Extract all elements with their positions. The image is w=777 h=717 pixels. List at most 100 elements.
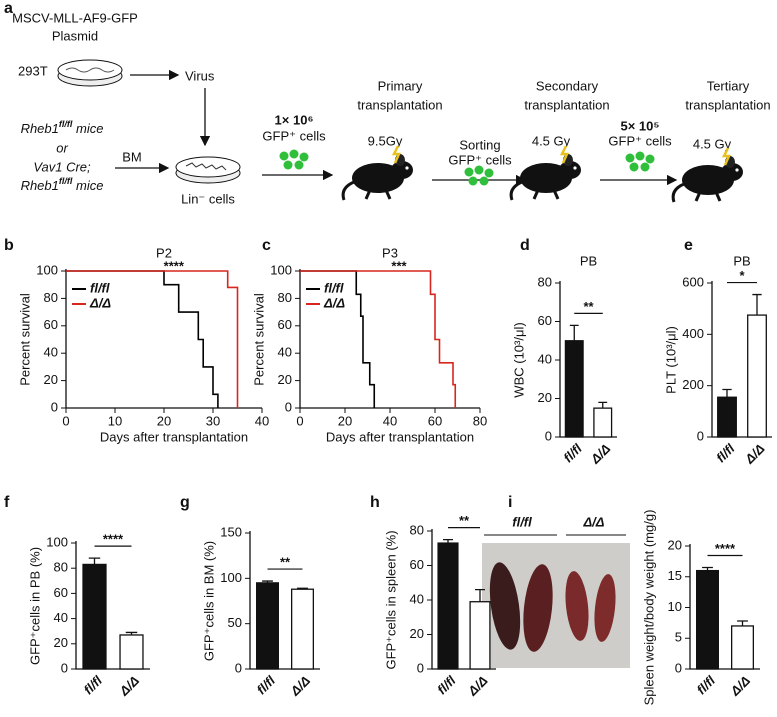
y-tick-label: 50 xyxy=(228,615,242,630)
x-tick-label: 40 xyxy=(383,413,397,428)
y-tick-label: 15 xyxy=(668,568,682,583)
bar xyxy=(119,634,144,670)
error-bar xyxy=(125,631,138,635)
bar xyxy=(717,396,737,438)
y-tick-label: 20 xyxy=(54,635,68,650)
y-tick-label: 150 xyxy=(220,524,242,539)
panel-label: e xyxy=(684,237,693,254)
y-axis-label: PLT (10³/μl) xyxy=(663,326,678,394)
y-tick-label: 60 xyxy=(538,313,552,328)
x-tick-label: 0 xyxy=(296,413,303,428)
panel-label: d xyxy=(520,237,530,254)
dish xyxy=(175,156,241,184)
bm-label: BM xyxy=(122,149,142,164)
bar xyxy=(593,407,613,438)
y-tick-label: 20 xyxy=(410,626,424,641)
or-label: or xyxy=(56,140,68,155)
x-tick-label: 20 xyxy=(338,413,352,428)
error-bar xyxy=(475,589,485,602)
stage: transplantation xyxy=(524,97,609,112)
significance: **** xyxy=(715,541,736,556)
significance: **** xyxy=(164,258,185,273)
y-tick-label: 100 xyxy=(46,534,68,549)
x-tick-label: 20 xyxy=(157,413,171,428)
photo-label: fl/fl xyxy=(512,514,532,529)
significance: ** xyxy=(583,299,594,314)
mouse xyxy=(671,146,745,204)
panel-label: b xyxy=(4,237,14,254)
y-axis-label: GFP⁺cells in BM (%) xyxy=(201,541,216,661)
cells-icon xyxy=(625,151,655,172)
y-tick-label: 80 xyxy=(44,290,58,305)
bar xyxy=(564,340,584,438)
error-bar xyxy=(262,580,273,583)
x-tick-label: Δ/Δ xyxy=(116,673,142,699)
y-tick-label: 80 xyxy=(410,522,424,537)
x-tick-label: fl/fl xyxy=(81,673,106,698)
x-tick-label: fl/fl xyxy=(254,673,279,698)
y-tick-label: 60 xyxy=(54,585,68,600)
y-tick-label: 20 xyxy=(44,372,58,387)
y-tick-label: 0 xyxy=(697,428,704,443)
x-axis-label: Days after transplantation xyxy=(326,429,474,444)
chart-title: P2 xyxy=(156,245,172,260)
significance: ** xyxy=(459,513,470,528)
y-tick-label: 80 xyxy=(54,560,68,575)
y-axis-label: Percent survival xyxy=(17,293,32,386)
error-bar xyxy=(737,620,748,626)
significance: **** xyxy=(103,532,124,547)
bar xyxy=(255,582,279,670)
x-tick-label: fl/fl xyxy=(560,441,585,466)
y-tick-label: 80 xyxy=(538,274,552,289)
x-tick-label: 40 xyxy=(255,413,269,428)
bar xyxy=(290,588,314,670)
y-tick-label: 40 xyxy=(410,591,424,606)
panel-label: i xyxy=(508,494,512,511)
x-tick-label: 60 xyxy=(428,413,442,428)
y-tick-label: 400 xyxy=(682,326,704,341)
dose-gy: 4.5 Gy xyxy=(532,133,571,148)
stage: Secondary xyxy=(536,78,599,93)
y-tick-label: 20 xyxy=(668,537,682,552)
panel-label: f xyxy=(4,494,10,511)
mouse xyxy=(341,144,415,202)
y-tick-label: 0 xyxy=(51,399,58,414)
dish xyxy=(57,59,123,87)
stage: transplantation xyxy=(685,97,770,112)
y-tick-label: 0 xyxy=(285,399,292,414)
bar xyxy=(437,542,459,670)
error-bar xyxy=(722,388,732,398)
x-tick-label: Δ/Δ xyxy=(287,673,313,699)
x-tick-label: Δ/Δ xyxy=(587,441,613,467)
y-tick-label: 60 xyxy=(278,317,292,332)
stage: Tertiary xyxy=(707,78,750,93)
x-tick-label: 10 xyxy=(108,413,122,428)
legend-label: Δ/Δ xyxy=(89,295,111,310)
y-tick-label: 20 xyxy=(538,390,552,405)
cell-line: 293T xyxy=(18,63,48,78)
panel-label: a xyxy=(4,0,13,17)
y-tick-label: 60 xyxy=(44,317,58,332)
x-tick-label: 0 xyxy=(62,413,69,428)
mouse xyxy=(509,144,583,202)
plasmid-name: MSCV-MLL-AF9-GFP xyxy=(12,10,138,25)
stage: Primary xyxy=(378,78,423,93)
x-tick-label: Δ/Δ xyxy=(464,673,490,699)
y-tick-label: 10 xyxy=(668,599,682,614)
survival-curve xyxy=(300,270,457,408)
mice-label: Vav1 Cre; xyxy=(33,159,91,174)
survival-curve xyxy=(300,270,376,408)
y-tick-label: 600 xyxy=(682,274,704,289)
dose: GFP⁺ cells xyxy=(608,133,672,148)
error-bar xyxy=(443,538,453,544)
dose: 5× 10⁵ xyxy=(621,118,660,133)
y-tick-label: 0 xyxy=(675,660,682,675)
y-tick-label: 0 xyxy=(61,660,68,675)
y-tick-label: 100 xyxy=(270,262,292,277)
y-tick-label: 100 xyxy=(220,570,242,585)
mice-label: Rheb1fl/fl mice xyxy=(21,119,104,136)
bar xyxy=(696,569,720,670)
y-tick-label: 80 xyxy=(278,290,292,305)
dose: 1× 10⁶ xyxy=(275,112,314,127)
